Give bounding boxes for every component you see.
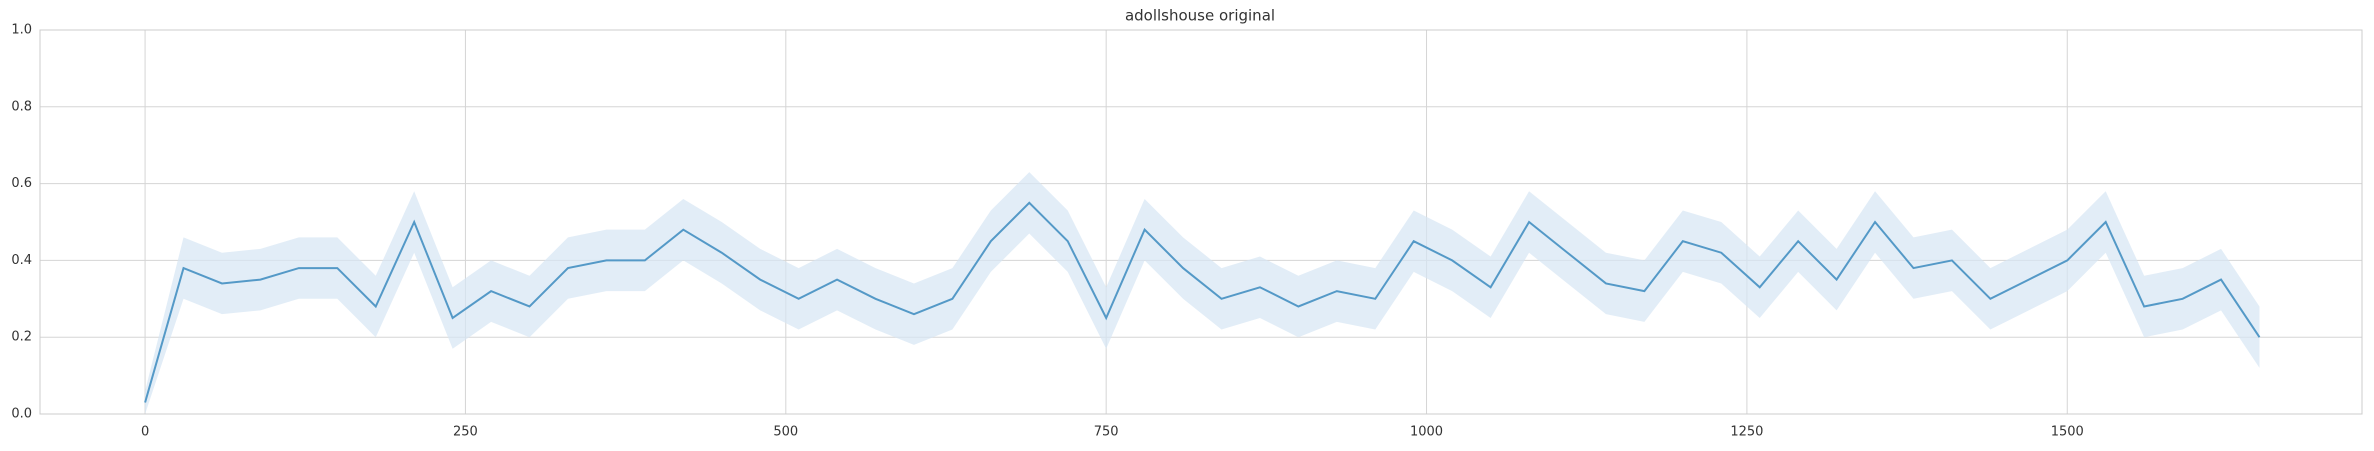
x-tick-label: 250 bbox=[453, 425, 478, 440]
y-tick-label: 0.6 bbox=[11, 176, 32, 191]
y-tick-label: 0.2 bbox=[11, 330, 32, 345]
y-tick-label: 0.0 bbox=[11, 407, 32, 422]
x-tick-label: 1500 bbox=[2051, 425, 2084, 440]
chart-title: adollshouse original bbox=[1125, 7, 1275, 25]
x-tick-label: 1000 bbox=[1410, 425, 1443, 440]
y-tick-label: 0.4 bbox=[11, 253, 32, 268]
line bbox=[144, 201, 2261, 403]
confidence-band bbox=[145, 172, 2260, 414]
x-tick-label: 750 bbox=[1094, 425, 1119, 440]
plot-frame bbox=[39, 29, 2363, 415]
y-tick-label: 0.8 bbox=[11, 99, 32, 114]
x-tick-label: 1250 bbox=[1730, 425, 1763, 440]
x-tick-label: 0 bbox=[141, 425, 149, 440]
x-tick-label: 500 bbox=[773, 425, 798, 440]
y-tick-label: 1.0 bbox=[11, 23, 32, 38]
